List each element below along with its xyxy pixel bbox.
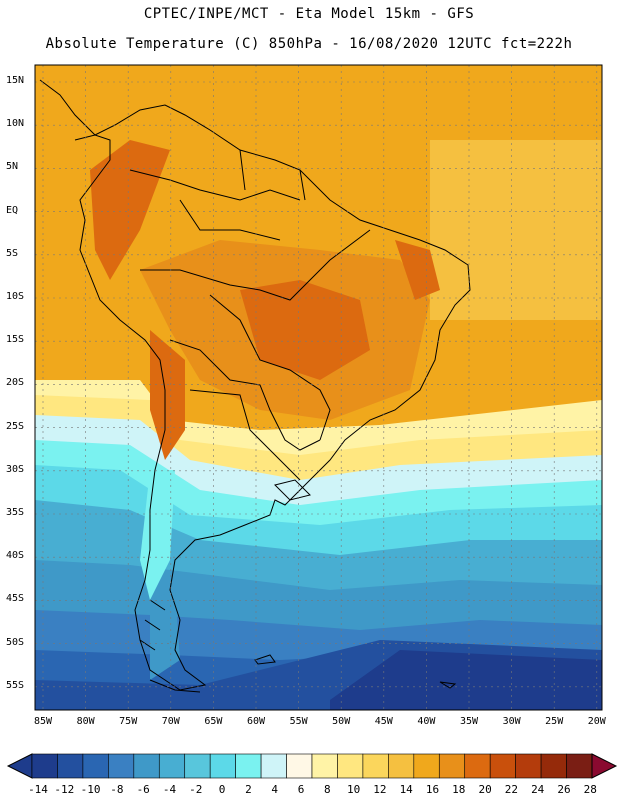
colorbar-swatch <box>489 753 516 779</box>
colorbar-swatch <box>540 753 567 779</box>
lat-label: 45S <box>6 593 25 605</box>
colorbar-label: 22 <box>504 783 519 796</box>
colorbar-swatch <box>438 753 466 779</box>
colorbar-label: 28 <box>583 783 597 796</box>
colorbar-swatch <box>82 753 109 779</box>
colorbar-swatch <box>57 753 84 779</box>
colorbar-label: -10 <box>80 783 101 796</box>
coastlines <box>39 79 471 693</box>
lat-label: 50S <box>6 636 25 648</box>
lon-label: 50W <box>332 716 351 727</box>
lon-label: 60W <box>246 716 266 727</box>
colorbar-swatch <box>515 753 542 779</box>
colorbar-swatch <box>566 753 593 779</box>
lon-label: 30W <box>502 716 521 727</box>
lon-label: 85W <box>33 716 53 727</box>
colorbar-swatch <box>158 753 186 779</box>
lat-label: 15S <box>6 334 25 346</box>
lat-label: 5S <box>6 247 19 259</box>
temperature-field <box>35 65 602 710</box>
lon-label: 70W <box>161 716 180 727</box>
colorbar-label: -14 <box>28 783 48 796</box>
colorbar-label: -2 <box>189 783 203 796</box>
lon-label: 75W <box>119 716 138 727</box>
lat-label: EQ <box>6 204 19 216</box>
colorbar-swatch <box>286 753 313 779</box>
colorbar-label: -8 <box>110 783 124 796</box>
lon-label: 65W <box>204 716 223 727</box>
lat-label: 25S <box>6 420 25 432</box>
lon-label: 25W <box>545 716 564 727</box>
colorbar-label: 8 <box>323 783 331 796</box>
colorbar-swatch <box>108 753 135 779</box>
lat-label: 15N <box>6 75 25 86</box>
colorbar-swatch <box>388 753 415 779</box>
colorbar-swatch <box>184 753 211 779</box>
lon-label: 20W <box>587 716 606 727</box>
lon-label: 40W <box>417 716 436 727</box>
colorbar-label: 0 <box>218 783 226 796</box>
colorbar-swatch <box>362 753 389 779</box>
colorbar-swatch <box>31 753 58 779</box>
colorbar-label: 18 <box>452 783 466 796</box>
map-frame <box>34 64 603 711</box>
colorbar-label: 12 <box>373 783 387 796</box>
lat-label: 10S <box>6 291 25 302</box>
colorbar-swatch <box>464 753 491 779</box>
title-line-1: CPTEC/INPE/MCT - Eta Model 15km - GFS <box>143 6 475 22</box>
colorbar-label: 26 <box>557 783 571 796</box>
lon-label: 35W <box>459 716 479 727</box>
colorbar-label: 14 <box>399 783 413 796</box>
colorbar-left-arrow <box>6 753 33 779</box>
colorbar-label: -12 <box>54 783 75 796</box>
lat-label: 10N <box>6 118 25 130</box>
lat-label: 20S <box>6 377 25 389</box>
lon-label: 80W <box>76 716 95 727</box>
colorbar-label: -6 <box>136 783 150 796</box>
colorbar-swatch <box>133 753 160 779</box>
lat-label: 5N <box>6 161 19 173</box>
grid-lines <box>35 65 602 710</box>
colorbar-label: 24 <box>531 783 545 796</box>
colorbar-label: 20 <box>478 783 492 796</box>
lat-label: 35S <box>6 507 25 518</box>
lat-label: 55S <box>6 679 25 691</box>
colorbar-swatch <box>413 753 440 779</box>
colorbar-right-arrow <box>591 753 618 779</box>
colorbar-swatch <box>337 753 364 779</box>
colorbar-swatch <box>235 753 262 779</box>
title-line-2: Absolute Temperature (C) 850hPa - 16/08/… <box>45 36 573 52</box>
lat-label: 30S <box>6 463 25 475</box>
colorbar-swatch <box>209 753 236 779</box>
colorbar-swatch <box>311 753 338 779</box>
colorbar-swatch <box>260 753 287 779</box>
colorbar-label: -4 <box>162 783 177 796</box>
lon-label: 45W <box>374 716 393 727</box>
colorbar-label: 2 <box>245 783 252 796</box>
colorbar-label: 16 <box>425 783 440 796</box>
colorbar-label: 4 <box>271 783 278 796</box>
lon-label: 55W <box>289 716 308 727</box>
colorbar-label: 6 <box>297 783 305 796</box>
lat-label: 40S <box>6 550 25 562</box>
colorbar-label: 10 <box>346 783 361 796</box>
